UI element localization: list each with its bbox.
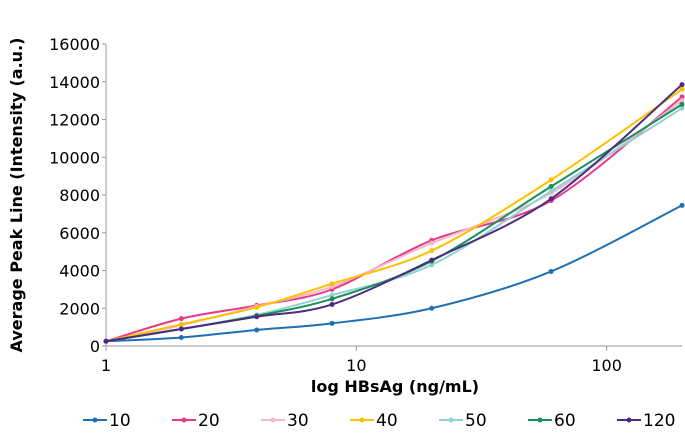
legend-label: 120 (643, 411, 675, 431)
data-point-50 (548, 188, 554, 194)
x-tick-labels: 1 10 100 (101, 346, 622, 375)
y-tick-label: 4000 (59, 262, 100, 281)
data-point-50 (679, 105, 685, 111)
data-point-40 (178, 321, 184, 327)
series-line-40 (105, 88, 683, 343)
data-point-20 (178, 316, 184, 322)
y-tick-label: 16000 (49, 35, 100, 54)
x-tick-label: 10 (346, 356, 366, 375)
legend-item-50: 50 (439, 411, 487, 431)
legend-label: 30 (287, 411, 309, 431)
data-point-40 (679, 86, 685, 92)
data-point-40 (429, 248, 435, 254)
data-point-120 (548, 196, 554, 202)
data-point-10 (429, 305, 435, 311)
legend: 10 20 30 40 50 60 120 (83, 411, 675, 431)
legend-item-40: 40 (350, 411, 398, 431)
data-point-10 (254, 327, 260, 333)
legend-marker (626, 417, 632, 423)
series-line-30 (105, 99, 683, 343)
y-tick-label: 6000 (59, 224, 100, 243)
data-point-60 (548, 184, 554, 190)
data-point-10 (548, 268, 554, 274)
legend-marker (359, 417, 365, 423)
y-tick-label: 10000 (49, 148, 100, 167)
data-point-40 (548, 177, 554, 183)
series-line-50 (105, 107, 683, 343)
legend-label: 20 (198, 411, 220, 431)
legend-marker (270, 417, 276, 423)
data-point-40 (254, 304, 260, 310)
series-50 (103, 105, 685, 344)
data-point-60 (679, 101, 685, 107)
y-axis-title: Average Peak Line (Intensity (a.u.) (7, 38, 26, 353)
data-point-20 (679, 94, 685, 100)
data-point-30 (679, 98, 685, 104)
data-point-50 (429, 262, 435, 268)
x-tick-label: 1 (101, 356, 111, 375)
data-point-10 (679, 202, 685, 208)
data-point-120 (679, 82, 685, 88)
legend-marker (181, 417, 187, 423)
data-point-10 (329, 320, 335, 326)
series-line-10 (105, 204, 683, 343)
legend-marker (537, 417, 543, 423)
data-point-60 (329, 296, 335, 302)
data-point-120 (254, 314, 260, 320)
y-tick-label: 12000 (49, 111, 100, 130)
data-point-120 (329, 301, 335, 307)
legend-item-20: 20 (172, 411, 220, 431)
legend-label: 40 (376, 411, 398, 431)
y-tick-labels: 0 2000 4000 6000 8000 10000 12000 14000 16000 (49, 35, 106, 356)
series-20 (103, 94, 685, 344)
legend-marker (448, 417, 454, 423)
legend-item-60: 60 (528, 411, 576, 431)
y-tick-label: 0 (90, 337, 100, 356)
y-tick-label: 2000 (59, 299, 100, 318)
x-tick-label: 100 (591, 356, 622, 375)
legend-item-30: 30 (261, 411, 309, 431)
legend-marker (92, 417, 98, 423)
legend-label: 50 (465, 411, 487, 431)
y-tick-label: 8000 (59, 186, 100, 205)
data-point-120 (429, 257, 435, 263)
legend-item-10: 10 (83, 411, 131, 431)
data-point-120 (103, 338, 109, 344)
series-60 (103, 101, 685, 344)
series-30 (103, 98, 685, 344)
series-120 (103, 82, 685, 344)
series-40 (103, 86, 685, 344)
legend-label: 10 (109, 411, 131, 431)
legend-label: 60 (554, 411, 576, 431)
data-point-120 (178, 326, 184, 332)
data-point-30 (429, 240, 435, 246)
data-point-50 (329, 292, 335, 298)
data-point-10 (178, 335, 184, 341)
data-point-40 (329, 281, 335, 287)
series-line-60 (105, 103, 683, 343)
series-lines (103, 82, 685, 344)
y-tick-label: 14000 (49, 73, 100, 92)
series-line-120 (105, 83, 683, 343)
legend-item-120: 120 (617, 411, 675, 431)
x-axis-title: log HBsAg (ng/mL) (311, 377, 479, 396)
series-line-20 (105, 96, 683, 343)
